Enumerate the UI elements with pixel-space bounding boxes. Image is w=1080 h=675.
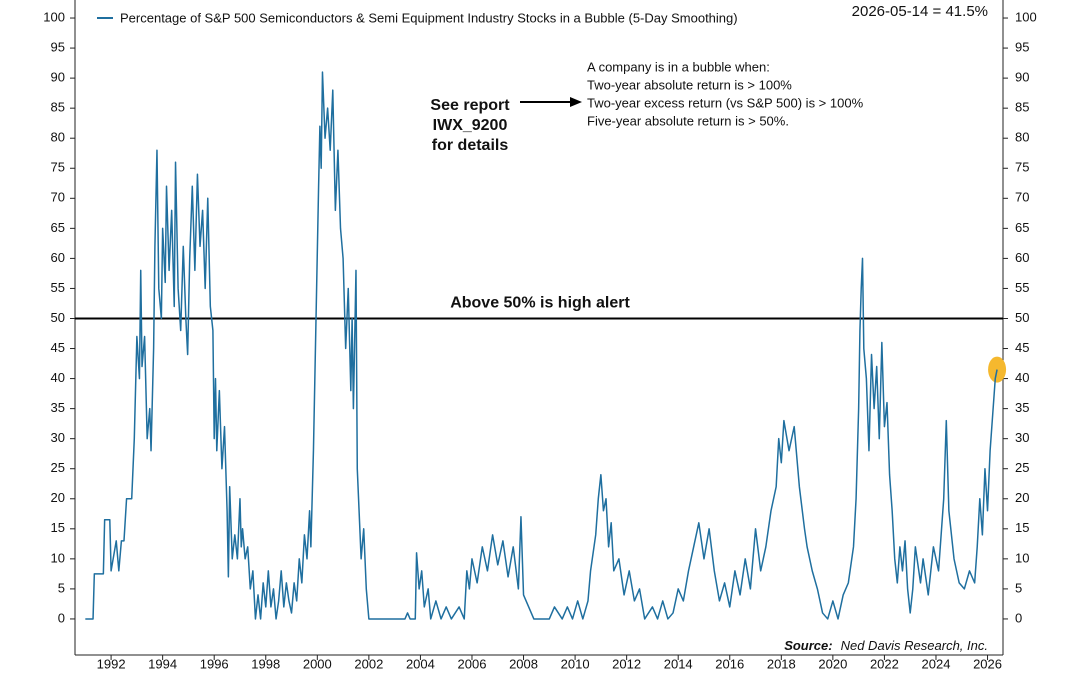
y-tick-label: 50	[51, 310, 65, 325]
x-tick-label: 2004	[406, 656, 435, 671]
y-tick-label: 60	[51, 250, 65, 265]
y2-tick-label: 45	[1015, 340, 1029, 355]
definition-line: Five-year absolute return is > 50%.	[587, 113, 789, 128]
x-tick-label: 1996	[200, 656, 229, 671]
x-tick-label: 2018	[767, 656, 796, 671]
y2-tick-label: 75	[1015, 160, 1029, 175]
x-tick-label: 1992	[97, 656, 126, 671]
legend-label: Percentage of S&P 500 Semiconductors & S…	[120, 10, 738, 25]
x-tick-label: 1994	[148, 656, 177, 671]
y-tick-label: 65	[51, 220, 65, 235]
latest-value-label: 2026-05-14 = 41.5%	[852, 3, 988, 20]
y-tick-label: 20	[51, 490, 65, 505]
y-tick-label: 45	[51, 340, 65, 355]
source-name: Ned Davis Research, Inc.	[841, 638, 988, 653]
x-tick-label: 2006	[458, 656, 487, 671]
y2-tick-label: 65	[1015, 220, 1029, 235]
x-tick-label: 2024	[922, 656, 951, 671]
x-tick-label: 2010	[561, 656, 590, 671]
y-tick-label: 70	[51, 190, 65, 205]
y2-tick-label: 30	[1015, 430, 1029, 445]
y-tick-label: 0	[58, 610, 65, 625]
y-tick-label: 40	[51, 370, 65, 385]
y2-tick-label: 80	[1015, 130, 1029, 145]
y-tick-label: 15	[51, 520, 65, 535]
y2-tick-label: 95	[1015, 40, 1029, 55]
definition-line: Two-year absolute return is > 100%	[587, 77, 792, 92]
callout-arrowhead	[570, 97, 582, 107]
callout-line: IWX_9200	[433, 117, 508, 134]
series-line	[85, 71, 998, 620]
y2-tick-label: 90	[1015, 70, 1029, 85]
y-tick-label: 25	[51, 460, 65, 475]
y-tick-label: 85	[51, 100, 65, 115]
y2-tick-label: 35	[1015, 400, 1029, 415]
callout-line: See report	[430, 97, 510, 114]
y-tick-label: 5	[58, 580, 65, 595]
y-tick-label: 90	[51, 70, 65, 85]
y2-tick-label: 60	[1015, 250, 1029, 265]
x-tick-label: 2008	[509, 656, 538, 671]
x-tick-label: 2020	[818, 656, 847, 671]
y-tick-label: 100	[43, 9, 65, 24]
y-tick-label: 75	[51, 160, 65, 175]
x-tick-label: 2002	[354, 656, 383, 671]
x-tick-label: 2012	[612, 656, 641, 671]
y2-tick-label: 0	[1015, 610, 1022, 625]
definition-line: A company is in a bubble when:	[587, 59, 770, 74]
y2-tick-label: 55	[1015, 280, 1029, 295]
x-tick-label: 2000	[303, 656, 332, 671]
reference-label: Above 50% is high alert	[450, 295, 630, 312]
y2-tick-label: 10	[1015, 550, 1029, 565]
y-tick-label: 80	[51, 130, 65, 145]
y2-tick-label: 100	[1015, 9, 1037, 24]
y-tick-label: 95	[51, 40, 65, 55]
y2-tick-label: 5	[1015, 580, 1022, 595]
y2-tick-label: 15	[1015, 520, 1029, 535]
y2-tick-label: 40	[1015, 370, 1029, 385]
definition-line: Two-year excess return (vs S&P 500) is >…	[587, 95, 864, 110]
source-label: Source:	[784, 638, 832, 653]
x-tick-label: 2016	[715, 656, 744, 671]
x-tick-label: 2022	[870, 656, 899, 671]
x-tick-label: 2014	[664, 656, 693, 671]
x-tick-label: 1998	[251, 656, 280, 671]
y2-tick-label: 85	[1015, 100, 1029, 115]
y2-tick-label: 70	[1015, 190, 1029, 205]
y2-tick-label: 25	[1015, 460, 1029, 475]
source: Source: Ned Davis Research, Inc.	[784, 638, 988, 653]
y2-tick-label: 50	[1015, 310, 1029, 325]
x-tick-label: 2026	[973, 656, 1002, 671]
callout-line: for details	[432, 137, 509, 154]
y-tick-label: 55	[51, 280, 65, 295]
y-tick-label: 35	[51, 400, 65, 415]
y-tick-label: 10	[51, 550, 65, 565]
y2-tick-label: 20	[1015, 490, 1029, 505]
y-tick-label: 30	[51, 430, 65, 445]
